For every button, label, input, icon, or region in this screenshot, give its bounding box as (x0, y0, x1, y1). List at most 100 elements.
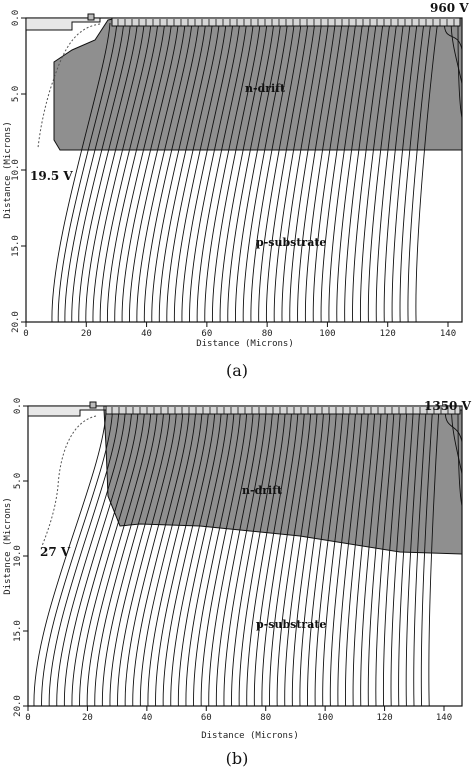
y-tick-label: 20.0 (13, 695, 23, 717)
equipotential-line (352, 22, 384, 323)
equipotential-line (33, 410, 107, 707)
equipotential-line (170, 410, 222, 707)
equipotential-line (273, 22, 316, 323)
equipotential-line (250, 22, 295, 323)
equipotential-line (320, 22, 357, 323)
equipotential-line (266, 22, 309, 323)
equipotential-line (162, 410, 216, 707)
y-tick-label: 5.0 (13, 473, 23, 489)
x-axis-label: Distance (Microns) (201, 731, 299, 741)
equipotential-line (415, 22, 438, 323)
equipotential-line (405, 410, 421, 707)
equipotential-line (297, 22, 336, 323)
y-tick-label: 20.0 (11, 311, 21, 333)
equipotential-line (307, 410, 337, 707)
contact-bump (87, 13, 95, 21)
equipotential-line (284, 410, 318, 707)
equipotential-line (94, 410, 158, 707)
region-label-n-drift: n-drift (242, 484, 283, 497)
equipotential-line (413, 410, 427, 707)
caption: (b) (226, 749, 249, 768)
equipotential-line (107, 22, 166, 323)
x-tick-label: 100 (319, 329, 335, 339)
x-tick-label: 140 (436, 713, 452, 723)
equipotential-line (375, 410, 395, 707)
equipotential-line (420, 410, 433, 707)
equipotential-line (92, 22, 152, 323)
equipotential-line (212, 22, 261, 323)
equipotential-line (185, 410, 235, 707)
equipotential-line (337, 410, 363, 707)
equipotential-line (173, 22, 227, 323)
y-tick-label: 10.0 (13, 545, 23, 567)
equipotential-line (63, 410, 133, 707)
equipotential-line (196, 22, 247, 323)
equipotential-line (223, 410, 267, 707)
y-tick-label: 0.0 (13, 398, 23, 414)
equipotential-line (291, 410, 325, 707)
x-tick-label: 120 (380, 329, 396, 339)
equipotential-line (383, 22, 411, 323)
equipotential-line (242, 22, 288, 323)
equipotential-line (158, 22, 213, 323)
equipotential-line (155, 410, 209, 707)
equipotential-line (391, 22, 418, 323)
equipotential-line (299, 410, 331, 707)
equipotential-line (367, 410, 389, 707)
equipotential-line (177, 410, 229, 707)
equipotential-line (238, 410, 280, 707)
equipotential-line (328, 22, 363, 323)
x-tick-label: 20 (81, 329, 92, 339)
top-voltage-label: 960 V (430, 1, 469, 15)
equipotential-line (281, 22, 322, 323)
x-tick-label: 40 (141, 713, 152, 723)
equipotential-line (219, 22, 268, 323)
equipotential-line (450, 22, 463, 84)
equipotential-line (367, 22, 398, 323)
equipotential-line (345, 410, 369, 707)
equipotential-line (258, 22, 302, 323)
equipotential-line (382, 410, 401, 707)
equipotential-line (444, 410, 463, 443)
axis-ticks-b: 0 20 40 60 80 100 120 140 0.0 5.0 10.0 15.0 20.0 (13, 398, 452, 723)
equipotential-line (443, 22, 463, 50)
junction-dotted-line (41, 415, 97, 547)
x-tick-label: 0 (23, 329, 28, 339)
top-voltage-label: 1350 V (424, 399, 472, 413)
y-tick-label: 15.0 (13, 620, 23, 642)
equipotential-line (312, 22, 350, 323)
x-tick-label: 140 (440, 329, 456, 339)
left-contact (25, 17, 101, 31)
equipotential-line (314, 410, 344, 707)
equipotential-line (189, 22, 241, 323)
equipotential-line (336, 22, 370, 323)
equipotential-line (147, 410, 203, 707)
equipotential-line (329, 410, 357, 707)
equipotential-line (451, 410, 463, 475)
x-tick-label: 80 (260, 713, 271, 723)
equipotential-line (457, 22, 463, 119)
equipotential-line (399, 22, 425, 323)
x-tick-label: 40 (141, 329, 152, 339)
equipotential-line (57, 22, 118, 323)
equipotential-line (407, 22, 432, 323)
equipotential-line (85, 22, 145, 323)
equipotential-line (109, 410, 171, 707)
y-axis-label: Distance (Microns) (3, 497, 13, 595)
equipotential-line (457, 410, 463, 507)
side-voltage-label: 27 V (40, 545, 71, 559)
equipotential-line (231, 410, 273, 707)
x-tick-label: 60 (201, 713, 212, 723)
equipotential-line (215, 410, 261, 707)
equipotential-line (428, 410, 440, 707)
equipotential-line (64, 22, 125, 323)
equipotential-line (181, 22, 234, 323)
equipotential-line (276, 410, 312, 707)
left-contact (27, 405, 105, 417)
equipotential-line (360, 410, 382, 707)
region-label-n-drift: n-drift (245, 82, 286, 95)
equipotential-line (398, 410, 414, 707)
equipotential-line (132, 410, 190, 707)
x-tick-label: 20 (82, 713, 93, 723)
side-voltage-label: 19.5 V (30, 169, 73, 183)
